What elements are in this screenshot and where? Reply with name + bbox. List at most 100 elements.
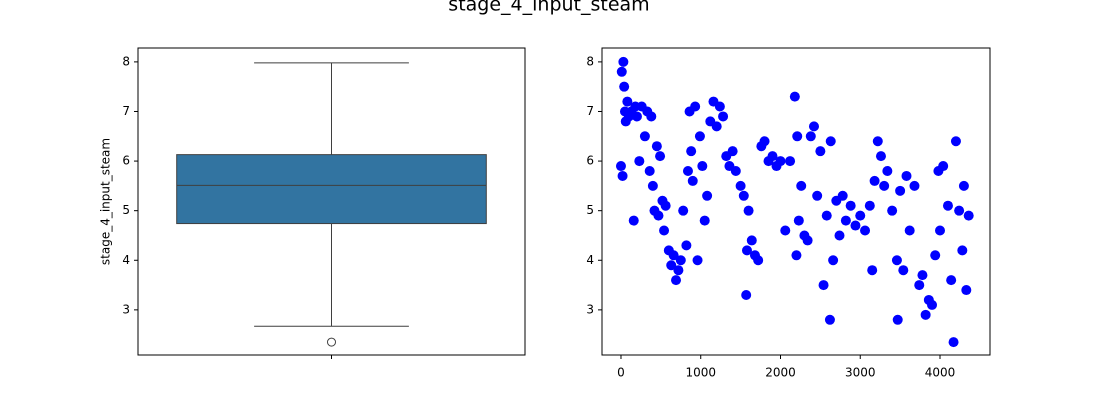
point: [818, 280, 829, 291]
point: [901, 170, 912, 181]
point: [617, 170, 628, 181]
point: [675, 255, 686, 266]
y-tick-label: 3: [122, 302, 130, 316]
point: [767, 151, 778, 162]
x-tick-label: 1000: [685, 366, 716, 380]
flier: [327, 337, 336, 347]
point: [904, 225, 915, 236]
point: [702, 190, 713, 201]
point: [644, 165, 655, 176]
point: [815, 146, 826, 157]
point: [892, 314, 903, 325]
point: [753, 255, 764, 266]
point: [682, 165, 693, 176]
point: [697, 161, 708, 172]
point: [727, 146, 738, 157]
point: [909, 180, 920, 191]
point: [789, 91, 800, 102]
point: [711, 121, 722, 132]
point: [651, 141, 662, 152]
point: [950, 136, 961, 147]
point: [793, 215, 804, 226]
point: [622, 96, 633, 107]
point: [864, 200, 875, 211]
point: [681, 240, 692, 251]
y-tick-label: 7: [586, 104, 594, 118]
point: [666, 260, 677, 271]
point: [808, 121, 819, 132]
y-tick-label: 8: [122, 54, 130, 68]
point: [917, 270, 928, 281]
point: [653, 210, 664, 221]
point: [647, 180, 658, 191]
point: [631, 111, 642, 122]
point: [785, 156, 796, 167]
point: [930, 250, 941, 261]
point: [914, 280, 925, 291]
point: [775, 156, 786, 167]
point: [634, 156, 645, 167]
point: [671, 275, 682, 286]
point: [802, 235, 813, 246]
point: [619, 81, 630, 92]
point: [961, 285, 972, 296]
point: [678, 205, 689, 216]
y-tick-label: 4: [122, 253, 130, 267]
x-tick-label: 4000: [925, 366, 956, 380]
point: [828, 255, 839, 266]
point: [938, 161, 949, 172]
y-tick-label: 3: [586, 302, 594, 316]
point: [891, 255, 902, 266]
point: [879, 180, 890, 191]
point: [948, 337, 959, 348]
point: [730, 165, 741, 176]
point: [660, 200, 671, 211]
point: [927, 299, 938, 310]
point: [872, 136, 883, 147]
point: [958, 180, 969, 191]
point: [954, 205, 965, 216]
point: [946, 275, 957, 286]
point: [692, 255, 703, 266]
point: [840, 215, 851, 226]
point: [834, 230, 845, 241]
y-axis-label: stage_4_input_steam: [99, 138, 113, 265]
point: [875, 151, 886, 162]
point: [821, 210, 832, 221]
point: [869, 175, 880, 186]
point: [837, 190, 848, 201]
x-tick-label: 3000: [845, 366, 876, 380]
point: [746, 235, 757, 246]
point: [687, 175, 698, 186]
point: [686, 146, 697, 157]
y-tick-label: 8: [586, 54, 594, 68]
point: [639, 131, 650, 142]
y-tick-label: 5: [586, 203, 594, 217]
box: [176, 154, 487, 225]
point: [718, 111, 729, 122]
y-tick-label: 5: [122, 203, 130, 217]
point: [616, 66, 627, 77]
point: [738, 190, 749, 201]
point: [668, 250, 679, 261]
point: [963, 210, 974, 221]
point: [898, 265, 909, 276]
point: [659, 225, 670, 236]
point: [690, 101, 701, 112]
x-tick-label: 2000: [765, 366, 796, 380]
y-tick-label: 4: [586, 253, 594, 267]
point: [673, 265, 684, 276]
point: [646, 111, 657, 122]
axes-frame: [601, 47, 991, 356]
y-tick-label: 6: [586, 154, 594, 168]
point: [895, 185, 906, 196]
point: [920, 309, 931, 320]
point: [812, 190, 823, 201]
point: [887, 205, 898, 216]
x-tick-label: 0: [617, 366, 625, 380]
point: [791, 250, 802, 261]
point: [628, 215, 639, 226]
point: [618, 56, 629, 67]
